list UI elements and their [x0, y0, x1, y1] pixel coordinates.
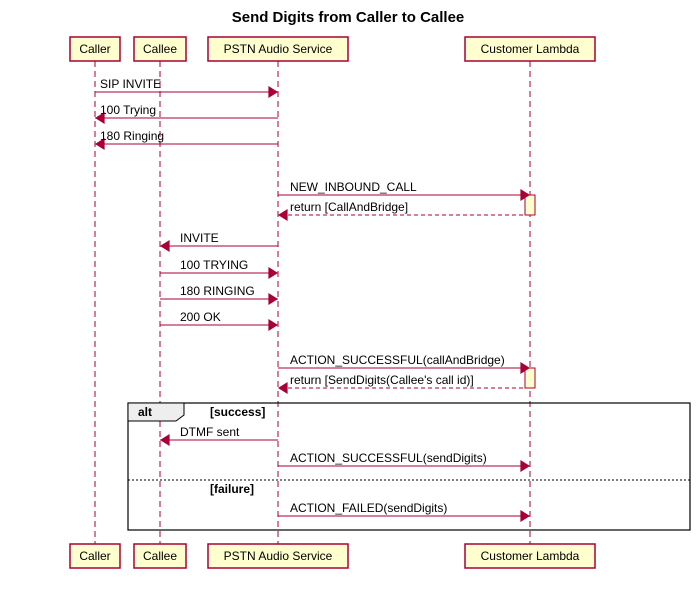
participant-label-pstn: PSTN Audio Service	[224, 42, 333, 56]
msg-label-12: ACTION_SUCCESSFUL(sendDigits)	[290, 451, 487, 465]
alt-tab	[128, 403, 184, 421]
msg-label-13: ACTION_FAILED(sendDigits)	[290, 501, 447, 515]
alt-failure-label: [failure]	[210, 482, 254, 496]
diagram-title: Send Digits from Caller to Callee	[232, 9, 465, 26]
participant-label-callee: Callee	[143, 549, 177, 563]
participant-label-caller: Caller	[79, 549, 110, 563]
msg-label-11: DTMF sent	[180, 425, 240, 439]
alt-success-label: [success]	[210, 405, 265, 419]
msg-label-6: 100 TRYING	[180, 258, 248, 272]
msg-label-9: ACTION_SUCCESSFUL(callAndBridge)	[290, 353, 505, 367]
participant-label-callee: Callee	[143, 42, 177, 56]
msg-label-1: 100 Trying	[100, 103, 156, 117]
alt-tab-label: alt	[138, 405, 152, 419]
msg-label-0: SIP INVITE	[100, 77, 161, 91]
participant-label-lambda: Customer Lambda	[481, 42, 580, 56]
participant-label-caller: Caller	[79, 42, 110, 56]
msg-label-2: 180 Ringing	[100, 129, 164, 143]
msg-label-8: 200 OK	[180, 310, 221, 324]
msg-label-7: 180 RINGING	[180, 284, 255, 298]
msg-label-10: return [SendDigits(Callee's call id)]	[290, 373, 474, 387]
msg-label-4: return [CallAndBridge]	[290, 200, 408, 214]
msg-label-3: NEW_INBOUND_CALL	[290, 180, 417, 194]
participant-label-pstn: PSTN Audio Service	[224, 549, 333, 563]
participant-label-lambda: Customer Lambda	[481, 549, 580, 563]
activation-lambda-0	[525, 195, 535, 215]
activation-lambda-1	[525, 368, 535, 388]
msg-label-5: INVITE	[180, 231, 219, 245]
